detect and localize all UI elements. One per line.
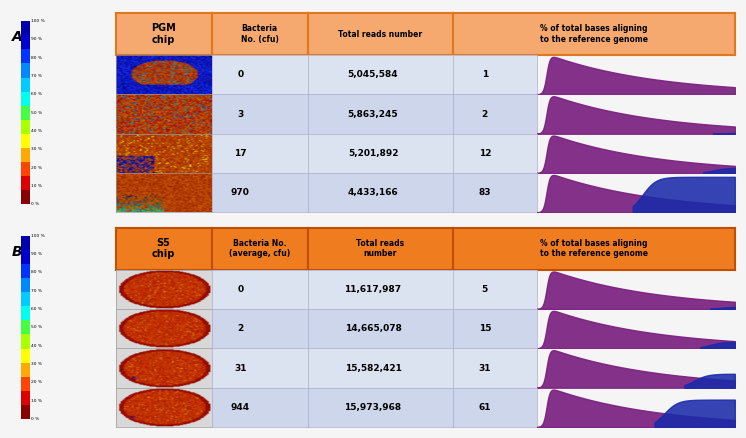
Text: 30 %: 30 % — [31, 362, 42, 366]
Text: 83: 83 — [479, 188, 491, 197]
Text: 100 %: 100 % — [31, 19, 44, 23]
Text: A: A — [11, 30, 22, 44]
Text: 70 %: 70 % — [31, 289, 42, 293]
Text: 14,665,078: 14,665,078 — [345, 324, 401, 333]
Bar — [21, 106, 30, 120]
Bar — [21, 236, 30, 250]
Text: 5,863,245: 5,863,245 — [348, 110, 398, 119]
Text: 70 %: 70 % — [31, 74, 42, 78]
Text: 11,617,987: 11,617,987 — [345, 285, 401, 294]
Bar — [21, 250, 30, 264]
Text: 60 %: 60 % — [31, 92, 42, 96]
Text: 90 %: 90 % — [31, 37, 42, 42]
Bar — [21, 78, 30, 92]
Bar — [21, 278, 30, 292]
Text: Total reads
number: Total reads number — [357, 239, 404, 258]
Bar — [21, 191, 30, 205]
Text: 50 %: 50 % — [31, 325, 42, 329]
Text: Total reads number: Total reads number — [338, 30, 422, 39]
Bar — [21, 349, 30, 363]
Text: 970: 970 — [231, 188, 250, 197]
Bar — [21, 391, 30, 405]
Text: 0: 0 — [237, 70, 243, 79]
Text: B: B — [11, 245, 22, 259]
Bar — [21, 320, 30, 335]
Text: 20 %: 20 % — [31, 381, 42, 385]
Text: 12: 12 — [479, 149, 491, 158]
Bar — [21, 92, 30, 106]
Text: Bacteria No.
(average, cfu): Bacteria No. (average, cfu) — [229, 239, 290, 258]
Bar — [21, 35, 30, 49]
Text: 60 %: 60 % — [31, 307, 42, 311]
Text: Bacteria
No. (cfu): Bacteria No. (cfu) — [241, 25, 278, 44]
Text: 20 %: 20 % — [31, 166, 42, 170]
Text: 15,582,421: 15,582,421 — [345, 364, 401, 372]
Text: 10 %: 10 % — [31, 184, 42, 188]
Text: 80 %: 80 % — [31, 270, 42, 274]
Text: 2: 2 — [482, 110, 488, 119]
Text: 31: 31 — [234, 364, 247, 372]
Bar — [21, 335, 30, 349]
Text: PGM
chip: PGM chip — [151, 23, 176, 45]
Bar — [21, 363, 30, 377]
Text: 40 %: 40 % — [31, 129, 42, 133]
Text: 0 %: 0 % — [31, 202, 39, 206]
Text: 30 %: 30 % — [31, 148, 42, 152]
Bar — [21, 176, 30, 191]
Text: 0 %: 0 % — [31, 417, 39, 421]
Text: 2: 2 — [237, 324, 243, 333]
Bar — [21, 49, 30, 64]
Text: 944: 944 — [231, 403, 250, 412]
Bar — [21, 292, 30, 306]
Text: 31: 31 — [479, 364, 491, 372]
Bar — [21, 134, 30, 148]
Text: 10 %: 10 % — [31, 399, 42, 403]
Text: 17: 17 — [234, 149, 247, 158]
Text: 50 %: 50 % — [31, 111, 42, 115]
Bar — [21, 64, 30, 78]
Text: 15,973,968: 15,973,968 — [345, 403, 401, 412]
Bar — [21, 120, 30, 134]
Text: S5
chip: S5 chip — [152, 238, 175, 259]
Bar — [21, 162, 30, 176]
Text: 1: 1 — [482, 70, 488, 79]
Text: 3: 3 — [237, 110, 243, 119]
Bar — [21, 148, 30, 162]
Bar — [21, 377, 30, 391]
Text: 80 %: 80 % — [31, 56, 42, 60]
Bar — [21, 264, 30, 278]
Text: 0: 0 — [237, 285, 243, 294]
Text: 5,045,584: 5,045,584 — [348, 70, 398, 79]
Text: 5,201,892: 5,201,892 — [348, 149, 398, 158]
Bar — [21, 306, 30, 320]
Text: 4,433,166: 4,433,166 — [348, 188, 398, 197]
Text: 61: 61 — [479, 403, 491, 412]
Text: % of total bases aligning
to the reference genome: % of total bases aligning to the referen… — [540, 25, 648, 44]
Text: 100 %: 100 % — [31, 234, 44, 238]
Text: 5: 5 — [482, 285, 488, 294]
Text: 15: 15 — [479, 324, 491, 333]
Text: % of total bases aligning
to the reference genome: % of total bases aligning to the referen… — [540, 239, 648, 258]
Bar — [21, 405, 30, 419]
Bar — [21, 21, 30, 35]
Text: 90 %: 90 % — [31, 252, 42, 256]
Text: 40 %: 40 % — [31, 344, 42, 348]
